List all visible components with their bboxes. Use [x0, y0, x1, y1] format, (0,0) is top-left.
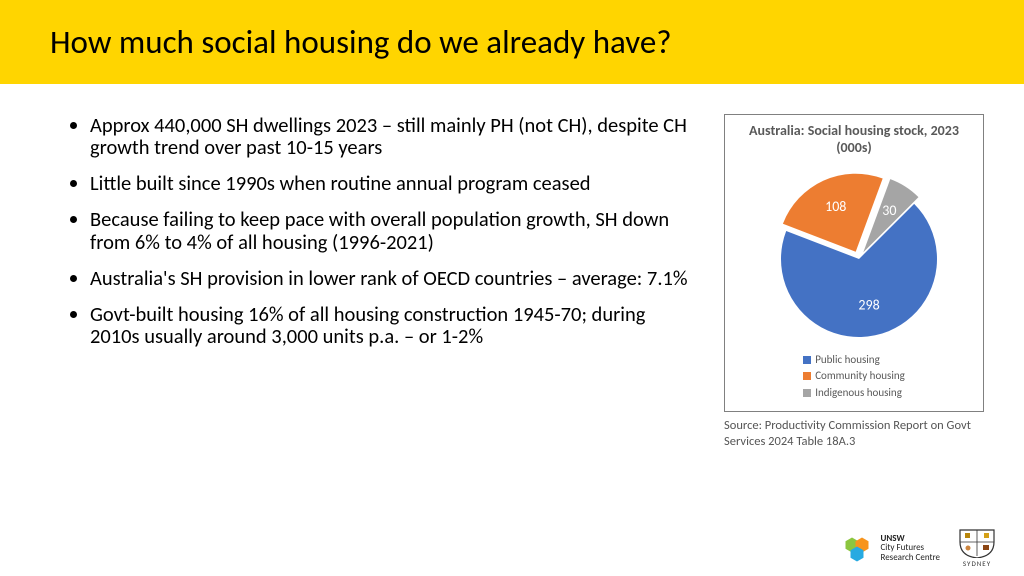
bullet-item: Australia's SH provision in lower rank o…: [90, 267, 694, 289]
pie-chart-box: Australia: Social housing stock, 2023 (0…: [724, 114, 984, 412]
city-futures-icon: [840, 531, 874, 565]
pie-slice-label: 108: [825, 198, 846, 215]
legend-item: Indigenous housing: [803, 385, 905, 402]
pie-slice-label: 298: [858, 296, 879, 313]
legend-swatch: [803, 372, 811, 380]
city-futures-text: UNSW City Futures Research Centre: [880, 534, 940, 562]
unsw-sub: SYDNEY: [963, 559, 991, 568]
bullet-list: Approx 440,000 SH dwellings 2023 – still…: [70, 114, 694, 449]
chart-title: Australia: Social housing stock, 2023 (0…: [731, 123, 977, 157]
bullet-item: Because failing to keep pace with overal…: [90, 208, 694, 252]
source-text: Source: Productivity Commission Report o…: [724, 418, 984, 449]
legend-swatch: [803, 356, 811, 364]
unsw-crest-icon: [958, 528, 996, 558]
legend-label: Community housing: [815, 368, 905, 385]
bullet-item: Little built since 1990s when routine an…: [90, 172, 694, 194]
legend-swatch: [803, 389, 811, 397]
logo-strip: UNSW City Futures Research Centre SYDNEY: [840, 528, 996, 568]
pie-slice-label: 30: [882, 201, 896, 218]
pie-chart: 298 108 30: [749, 161, 959, 346]
bullet-item: Govt-built housing 16% of all housing co…: [90, 303, 694, 347]
legend-label: Public housing: [815, 352, 880, 369]
city-futures-logo: UNSW City Futures Research Centre: [840, 531, 940, 565]
title-bar: How much social housing do we already ha…: [0, 0, 1024, 84]
chart-legend: Public housingCommunity housingIndigenou…: [803, 352, 905, 402]
bullet-item: Approx 440,000 SH dwellings 2023 – still…: [90, 114, 694, 158]
legend-item: Public housing: [803, 352, 905, 369]
slide-title: How much social housing do we already ha…: [50, 22, 974, 62]
unsw-logo: SYDNEY: [958, 528, 996, 568]
legend-label: Indigenous housing: [815, 385, 902, 402]
legend-item: Community housing: [803, 368, 905, 385]
